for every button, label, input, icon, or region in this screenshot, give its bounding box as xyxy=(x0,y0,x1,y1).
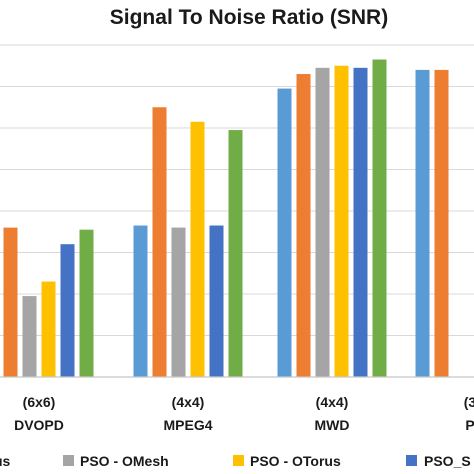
bar xyxy=(209,225,224,377)
bar xyxy=(353,67,368,377)
bar xyxy=(190,121,205,378)
legend-label: PSO_S xyxy=(424,453,471,469)
bar xyxy=(434,69,449,378)
x-tick-label: P xyxy=(465,417,474,433)
legend: us PSO - OMesh PSO - OTorus PSO_S xyxy=(0,453,471,469)
x-tick-label: (6x6) xyxy=(23,394,56,410)
chart-title: Signal To Noise Ratio (SNR) xyxy=(110,6,388,29)
bar xyxy=(60,244,75,377)
legend-swatch xyxy=(406,455,417,466)
bar xyxy=(79,229,94,377)
bar xyxy=(334,65,349,377)
legend-label: PSO - OTorus xyxy=(250,453,341,469)
bar xyxy=(277,88,292,377)
x-tick-label: MPEG4 xyxy=(163,417,212,433)
legend-swatch xyxy=(63,455,74,466)
x-tick-labels: (6x6) DVOPD (4x4) MPEG4 (4x4) MWD (3 P xyxy=(14,394,474,433)
bar xyxy=(372,59,387,378)
bars xyxy=(3,59,449,378)
bar xyxy=(22,296,37,377)
legend-label: PSO - OMesh xyxy=(80,453,169,469)
bar xyxy=(228,130,243,377)
x-tick-label: (4x4) xyxy=(172,394,205,410)
bar xyxy=(315,67,330,377)
bar xyxy=(152,107,167,377)
legend-swatch xyxy=(233,455,244,466)
bar xyxy=(415,69,430,378)
legend-label: us xyxy=(0,453,11,469)
bar xyxy=(171,227,186,377)
bar xyxy=(296,74,311,378)
x-tick-label: (4x4) xyxy=(316,394,349,410)
x-tick-label: MWD xyxy=(315,417,350,433)
bar xyxy=(3,227,18,377)
bar xyxy=(133,225,148,377)
bar xyxy=(41,281,56,377)
x-tick-label: (3 xyxy=(464,394,474,410)
x-tick-label: DVOPD xyxy=(14,417,64,433)
